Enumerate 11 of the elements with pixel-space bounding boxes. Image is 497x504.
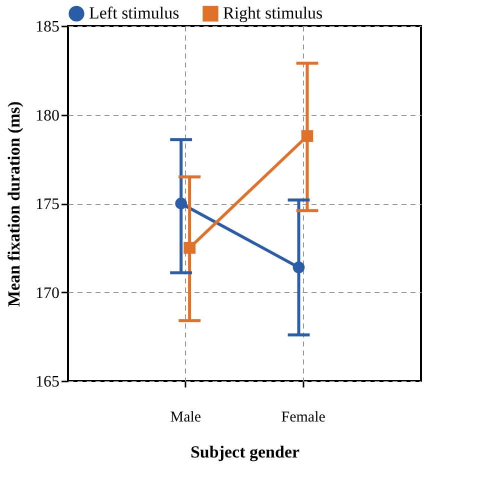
y-tick-label: 170 — [36, 284, 60, 302]
y-tick-label: 175 — [36, 196, 60, 213]
x-tick-label: Male — [170, 410, 202, 426]
x-tick-label: Female — [281, 410, 326, 426]
y-tick-label: 180 — [36, 107, 60, 124]
y-tick-label: 165 — [36, 374, 60, 390]
y-tick-label: 185 — [36, 18, 60, 36]
legend-label: Left stimulus — [89, 4, 180, 23]
legend-label: Right stimulus — [223, 4, 323, 23]
y-axis-title: Mean fixation duration (ms) — [4, 101, 24, 307]
x-axis-title: Subject gender — [190, 442, 300, 462]
